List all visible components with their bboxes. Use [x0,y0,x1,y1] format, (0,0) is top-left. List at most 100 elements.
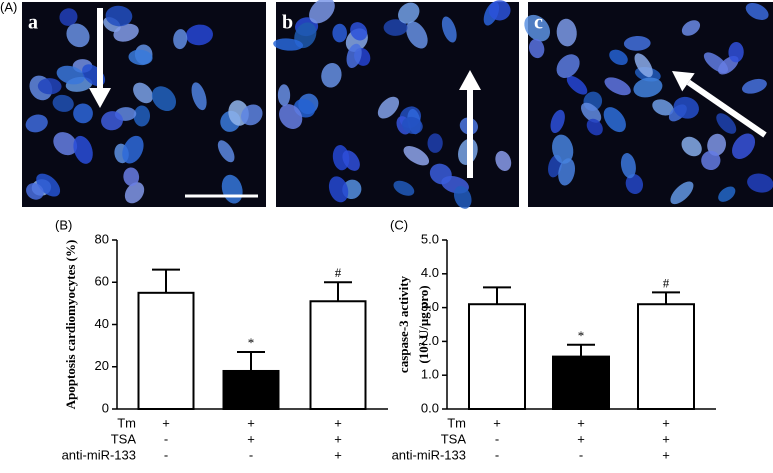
significance-mark: # [663,275,670,290]
nucleus [350,22,368,41]
y-tick-label: 2.0 [421,333,439,348]
nucleus [332,23,347,43]
y-tick-label: 80 [95,231,109,246]
condition-sign: + [334,415,342,430]
nucleus [604,77,631,96]
condition-sign: - [495,431,499,446]
nucleus [620,153,636,179]
nucleus [101,111,123,131]
panel-label: (C) [390,217,408,232]
bar [468,303,526,410]
condition-sign: - [164,447,168,462]
nucleus [173,29,188,50]
condition-sign: - [249,447,253,462]
nucleus [56,65,85,85]
bar [552,355,610,410]
nucleus [321,62,342,88]
image-label: b [282,12,293,34]
condition-name: Tm [447,415,466,430]
nucleus [745,2,769,20]
nucleus [273,38,304,51]
nucleus [427,133,443,153]
y-tick-label: 60 [95,274,109,289]
arrow-head [672,71,695,92]
nucleus [52,94,74,112]
condition-sign: + [662,415,670,430]
nucleus [403,146,430,166]
nucleus [556,54,580,78]
condition-name: anti-miR-133 [392,447,466,462]
nucleus [406,21,428,49]
arrow-head [89,88,111,108]
nucleus [66,23,90,48]
nucleus [453,185,472,209]
nucleus [681,136,702,157]
condition-sign: + [577,415,585,430]
nucleus [528,38,545,59]
nucleus [128,49,153,66]
nucleus [191,82,207,111]
nucleus [113,23,139,42]
condition-sign: + [662,431,670,446]
image-panels: a b c [22,0,773,209]
arrow-head [459,70,481,90]
y-tick-label: 20 [95,358,109,373]
nucleus [556,18,577,47]
nucleus [393,180,415,196]
condition-name: TSA [441,431,467,446]
nucleus [309,0,335,24]
nucleus [625,173,644,195]
significance-mark: # [335,265,342,280]
condition-sign: + [334,431,342,446]
y-tick-label: 4.0 [421,265,439,280]
condition-sign: + [247,415,255,430]
nucleus [377,96,400,119]
condition-sign: - [495,447,499,462]
nucleus [716,113,737,134]
nucleus [185,24,213,46]
y-axis-label: Apoptosis cardiomyocytes (%) [63,240,78,410]
nucleus [652,99,674,116]
nucleus [634,53,653,78]
nucleus [133,105,151,127]
y-axis-label: caspase-3 activity [396,275,411,373]
nucleus [133,82,153,104]
nucleus [151,86,177,112]
nucleus [383,19,408,36]
nucleus [524,14,551,42]
panel-label: (A) [0,0,17,14]
nucleus [122,135,144,164]
y-tick-label: 5.0 [421,231,439,246]
condition-sign: - [164,431,168,446]
condition-sign: + [662,447,670,462]
nucleus [673,96,699,119]
nucleus [670,181,694,205]
nucleus [488,0,511,21]
nucleus [123,167,140,187]
condition-sign: + [162,415,170,430]
condition-sign: + [577,431,585,446]
bar [309,300,367,411]
nucleus [558,158,576,186]
nucleus [53,132,78,156]
nucleus [566,75,588,95]
nucleus [429,163,452,185]
condition-sign: + [247,431,255,446]
nucleus [124,182,145,204]
nucleus [26,183,44,200]
nucleus [728,42,744,63]
nucleus [277,84,291,107]
condition-sign: + [334,447,342,462]
condition-sign: + [493,415,501,430]
y-tick-label: 0.0 [421,400,439,415]
nucleus [241,104,263,126]
y-tick-label: 40 [95,316,109,331]
nucleus [603,107,626,133]
condition-name: TSA [111,431,137,446]
nucleus [633,77,663,98]
bar [137,291,195,410]
nucleus [402,116,423,135]
nucleus [701,150,721,171]
arrow [686,79,767,138]
nucleus [732,133,756,160]
